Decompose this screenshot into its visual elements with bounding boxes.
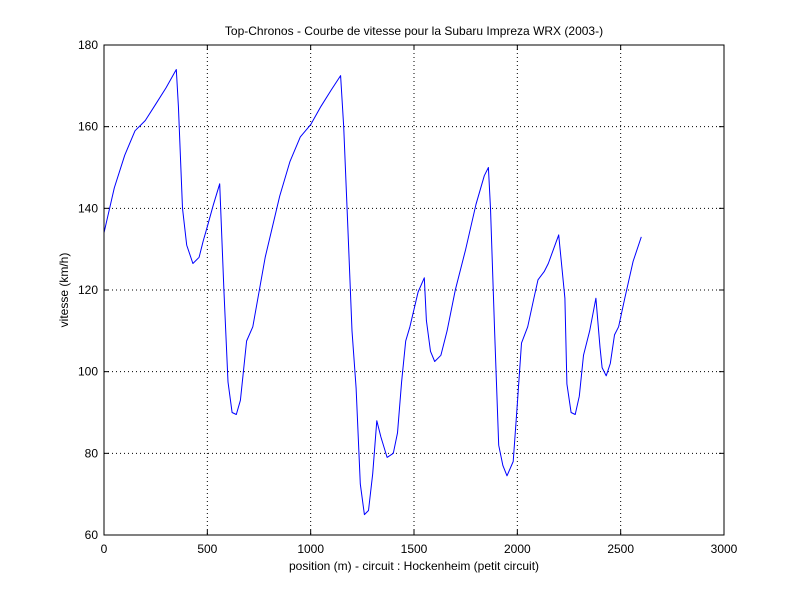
x-tick-label: 1000 [297, 542, 324, 556]
axis-ticks: 0 500 1000 1500 2000 2500 3000 60 80 100 120 140 160… [78, 38, 738, 556]
y-axis-label: vitesse (km/h) [57, 253, 71, 328]
y-tick-label: 80 [85, 446, 99, 460]
y-tick-label: 180 [78, 38, 98, 52]
y-tick-label: 140 [78, 201, 98, 215]
x-tick-label: 2000 [504, 542, 531, 556]
x-tick-label: 500 [197, 542, 217, 556]
speed-curve-line [103, 69, 642, 516]
y-tick-label: 100 [78, 365, 98, 379]
y-tick-label: 160 [78, 120, 98, 134]
x-tick-label: 2500 [607, 542, 634, 556]
x-tick-label: 1500 [401, 542, 428, 556]
chart-title: Top-Chronos - Courbe de vitesse pour la … [225, 24, 603, 38]
y-tick-label: 120 [78, 283, 98, 297]
data-series [103, 69, 642, 516]
grid [104, 45, 724, 535]
x-tick-label: 0 [101, 542, 108, 556]
y-tick-label: 60 [85, 528, 99, 542]
x-axis-label: position (m) - circuit : Hockenheim (pet… [289, 559, 539, 573]
x-tick-label: 3000 [711, 542, 738, 556]
